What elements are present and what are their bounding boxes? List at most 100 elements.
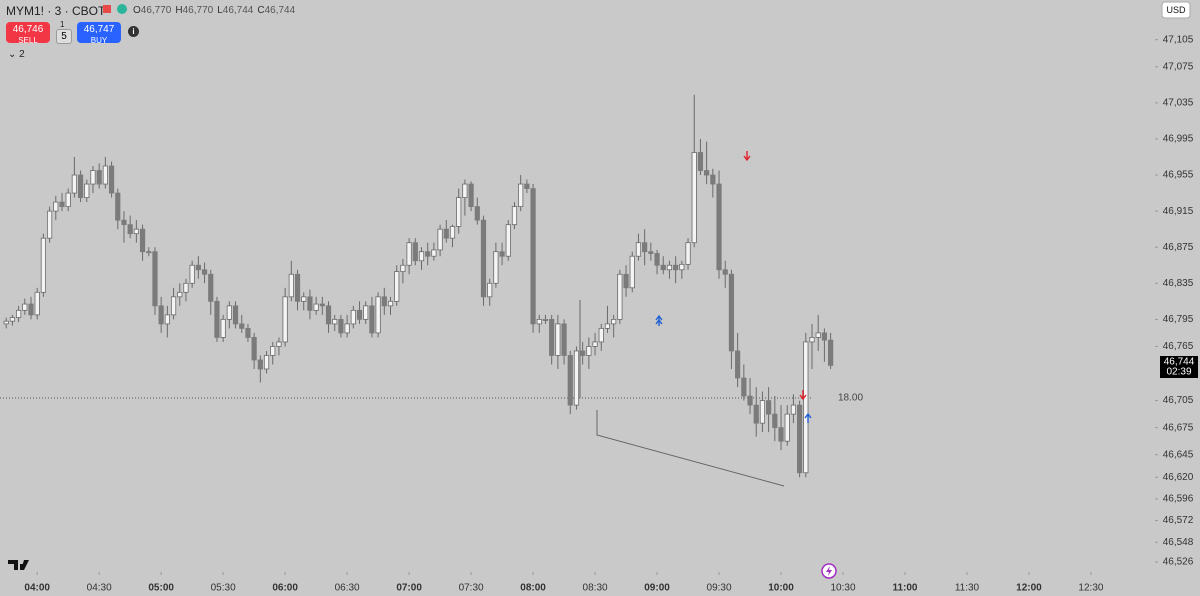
candle-body <box>363 305 369 320</box>
status <box>117 4 127 14</box>
candle-body <box>325 305 332 325</box>
candle-body <box>666 264 673 271</box>
candle-body <box>152 251 158 307</box>
candle-body <box>437 228 443 251</box>
candle-body <box>170 296 177 316</box>
candle-body <box>642 242 648 253</box>
candle-body <box>232 305 239 325</box>
ohlc-key: L <box>217 5 223 16</box>
ohlc-value: 46,744 <box>264 5 296 16</box>
y-tick-label: 46,645 <box>1163 449 1194 460</box>
candle-body <box>679 263 685 271</box>
candle-body <box>245 328 251 338</box>
candle-body <box>381 296 387 307</box>
x-tick-label: 10:00 <box>768 583 794 594</box>
candle-body <box>561 323 567 356</box>
candle-body <box>567 355 573 406</box>
candle-body <box>580 350 586 356</box>
x-tick-label: 08:00 <box>520 583 546 594</box>
price-tag-price: 46,744 <box>1164 357 1195 368</box>
y-tick-label: 46,526 <box>1163 557 1194 568</box>
candle-body <box>784 413 790 442</box>
candle-body <box>573 350 580 406</box>
x-tick-label: 04:00 <box>24 583 50 594</box>
candle-body <box>46 210 53 239</box>
plot-area: 47,105 47,075 47,035 46,995 46,955 46,915 46,8… <box>3 34 1194 594</box>
y-tick-label: 46,795 <box>1163 314 1194 325</box>
candle-body <box>772 413 778 429</box>
info-icon[interactable]: i <box>128 26 139 37</box>
y-tick-label: 46,572 <box>1163 515 1194 526</box>
candle-body <box>555 323 561 356</box>
candle-body <box>189 264 195 284</box>
candle-body <box>474 206 480 221</box>
candle-body <box>84 183 90 198</box>
candle-body <box>728 273 735 352</box>
x-tick-label: 12:30 <box>1078 583 1103 594</box>
y-tick-label: 47,075 <box>1163 61 1194 72</box>
candle-body <box>257 359 263 370</box>
candle-body <box>685 242 691 265</box>
candle-body <box>766 400 772 415</box>
candle-body <box>387 300 394 307</box>
sell-signal <box>743 151 751 162</box>
candle-body <box>604 323 611 329</box>
candle-body <box>301 296 307 302</box>
candle-body <box>307 296 313 311</box>
currency-button[interactable] <box>1161 1 1191 19</box>
candle-body <box>406 242 412 266</box>
candle-body <box>369 305 375 334</box>
candle-body <box>697 152 704 171</box>
candle-body <box>356 309 363 320</box>
candle-body <box>629 255 635 289</box>
ohlc-value: 46,770 <box>140 5 172 16</box>
candle-body <box>22 303 28 311</box>
candle-body <box>443 228 449 239</box>
drawing-label: 18.00 <box>838 393 863 404</box>
candle-body <box>127 224 133 235</box>
sell-button[interactable]: 46,746 SELL <box>6 22 50 45</box>
candle-body <box>108 165 115 194</box>
candle-body <box>394 271 400 302</box>
y-tick-label: 46,705 <box>1163 395 1194 406</box>
tradingview-logo[interactable] <box>8 560 29 570</box>
candle-body <box>586 346 592 356</box>
candle-body <box>704 170 710 176</box>
candle-body <box>809 337 815 343</box>
candle-body <box>344 323 350 334</box>
candle-body <box>375 296 381 334</box>
ohlc-key: C <box>257 5 265 16</box>
x-tick-label: 07:00 <box>396 583 422 594</box>
indicators-toggle[interactable]: ⌄ 2 <box>8 49 25 60</box>
trend-line[interactable] <box>596 410 785 487</box>
candle-body <box>778 427 784 442</box>
buy-price: 46,747 <box>83 24 115 35</box>
quantity[interactable]: 5 <box>56 29 72 44</box>
candle-body <box>487 282 493 298</box>
x-tick-label: 08:30 <box>583 583 608 594</box>
price-tag-countdown: 02:39 <box>1166 367 1191 378</box>
x-tick-label: 11:00 <box>892 583 917 594</box>
indicator-count: 2 <box>19 49 25 60</box>
y-tick-label: 46,596 <box>1163 494 1194 505</box>
y-tick-label: 46,995 <box>1163 134 1194 145</box>
y-tick-label: 46,765 <box>1163 341 1194 352</box>
y-tick-label: 46,675 <box>1163 422 1194 433</box>
candle-body <box>294 273 301 302</box>
y-tick-label: 46,620 <box>1163 472 1194 483</box>
y-tick-label: 46,835 <box>1163 278 1194 289</box>
flag[interactable] <box>103 5 111 13</box>
candle-body <box>462 183 468 198</box>
currency[interactable]: USD <box>1166 5 1186 15</box>
candle-body <box>34 291 40 316</box>
candle-body <box>158 305 164 325</box>
candle-body <box>611 318 617 325</box>
symbol[interactable]: MYM1! · 3 · CBOT <box>6 4 106 18</box>
buy-button[interactable]: 46,747 BUY <box>77 22 121 45</box>
y-tick-label: 46,548 <box>1163 537 1194 548</box>
y-tick-label: 46,875 <box>1163 242 1194 253</box>
ohlc-key: H <box>175 5 183 16</box>
candle-body <box>53 201 59 212</box>
candle-body <box>418 251 425 262</box>
